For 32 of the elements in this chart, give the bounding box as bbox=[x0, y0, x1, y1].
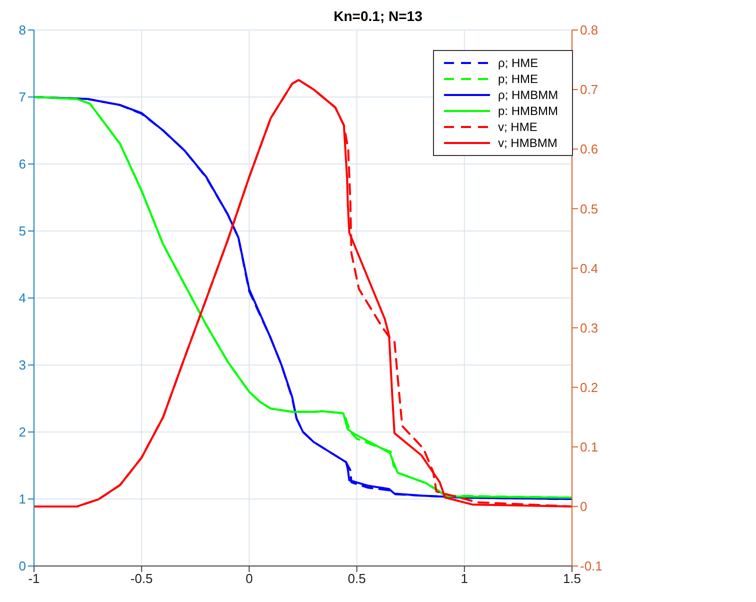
legend-label: ρ; HME bbox=[498, 56, 538, 70]
y-tick-label: 2 bbox=[18, 424, 26, 440]
x-tick-label: 0.5 bbox=[348, 571, 366, 586]
legend-label: v; HMBMM bbox=[498, 136, 558, 150]
legend-label: v; HME bbox=[498, 120, 538, 134]
y2-tick-label: 0.7 bbox=[580, 82, 598, 98]
y2-tick-label: 0.2 bbox=[580, 380, 598, 395]
y2-tick-label: 0.5 bbox=[580, 201, 598, 216]
chart-title: Kn=0.1; N=13 bbox=[332, 8, 424, 24]
x-tick-label: 1.5 bbox=[562, 571, 582, 586]
y2-tick-label: 0.1 bbox=[580, 440, 598, 455]
y-tick-label: 4 bbox=[18, 290, 26, 306]
y-tick-label: 1 bbox=[18, 492, 26, 507]
x-tick-label: -1 bbox=[28, 571, 40, 586]
x-tick-label: 1 bbox=[460, 571, 468, 586]
y2-tick-label: 0.6 bbox=[580, 142, 598, 157]
y-tick-label: 8 bbox=[18, 22, 26, 38]
y2-tick-label: 0.4 bbox=[580, 260, 598, 276]
x-tick-label: -0.5 bbox=[130, 571, 153, 586]
legend-label: p: HMBMM bbox=[498, 104, 558, 118]
y-tick-label: 5 bbox=[18, 224, 26, 239]
legend-label: ρ; HMBMM bbox=[498, 88, 558, 102]
legend-label: p; HME bbox=[498, 72, 538, 86]
y-tick-label: 6 bbox=[18, 156, 26, 172]
y-tick-label: 7 bbox=[18, 90, 26, 105]
x-tick-label: 0 bbox=[246, 571, 253, 586]
y2-tick-label: 0.3 bbox=[580, 320, 598, 336]
y-tick-label: 0 bbox=[18, 558, 26, 574]
y2-tick-label: 0.8 bbox=[580, 22, 598, 38]
y2-tick-label: -0.1 bbox=[580, 558, 602, 574]
y2-tick-label: 0 bbox=[580, 499, 588, 514]
y-tick-label: 3 bbox=[18, 358, 26, 373]
